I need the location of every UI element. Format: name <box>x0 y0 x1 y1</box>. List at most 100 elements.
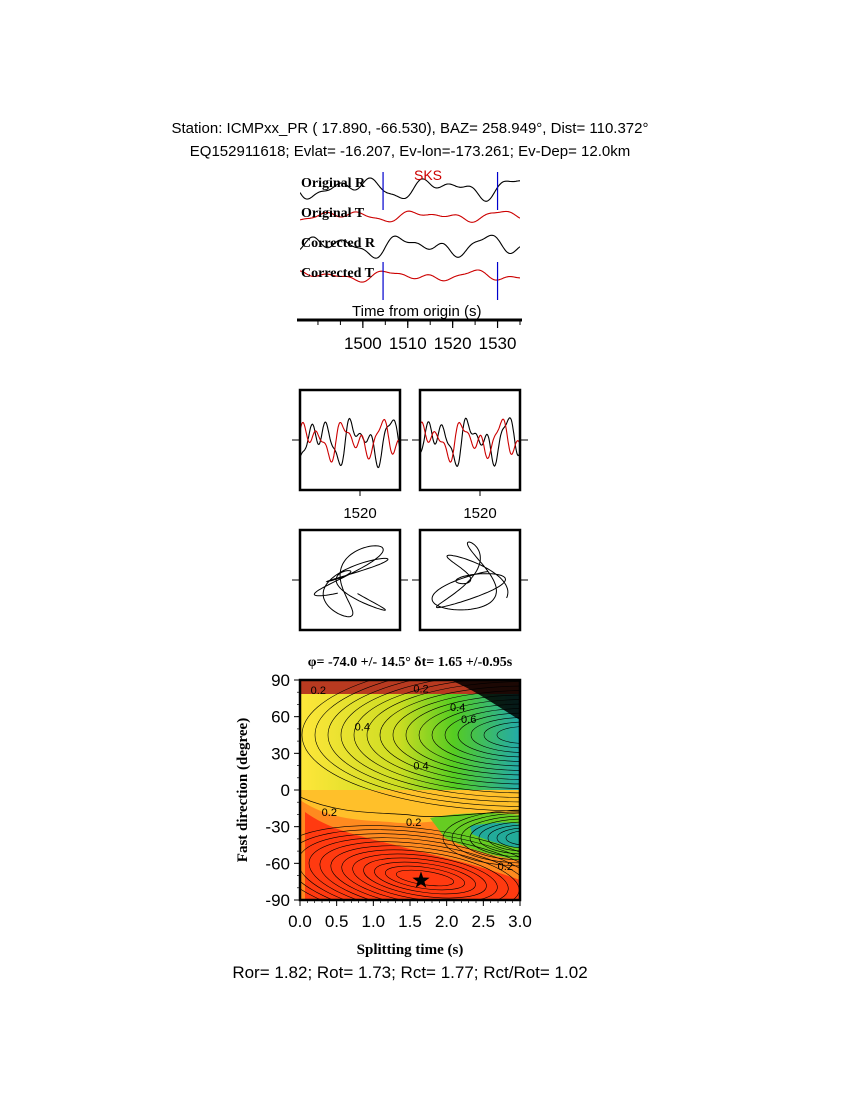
time-tick-label: 1520 <box>434 334 472 353</box>
contour-lower <box>308 837 520 900</box>
waveform-transverse <box>420 418 520 463</box>
contour-lower <box>363 857 487 899</box>
contour-label: 0.2 <box>498 861 513 873</box>
contour-lower <box>319 841 520 900</box>
contour-lower <box>385 865 465 891</box>
contour-label: 0.6 <box>461 714 476 726</box>
contour-lower <box>300 833 520 900</box>
contour-lower <box>374 861 476 895</box>
waveform-panels: 1520 1520 <box>292 388 528 522</box>
splitting-ratio-footer: Ror= 1.82; Rot= 1.73; Rct= 1.77; Rct/Rot… <box>232 963 588 982</box>
contour-label: 0.4 <box>355 721 370 733</box>
header-event-line: EQ152911618; Evlat= -16.207, Ev-lon=-173… <box>189 143 631 160</box>
trace-lines <box>300 177 520 283</box>
contour-label: 0.2 <box>311 685 326 697</box>
contour-upper <box>327 680 520 803</box>
contour-label: 0.4 <box>413 761 428 773</box>
contour-upper <box>366 681 520 789</box>
heatmap-x-axis-label: Splitting time (s) <box>357 942 464 958</box>
heat-x-tick-label: 2.5 <box>472 912 496 931</box>
sks-phase-label: SKS <box>414 167 442 183</box>
waveform-radial <box>300 417 400 469</box>
particle-box-left <box>298 528 402 632</box>
waveform-transverse <box>300 418 400 463</box>
heat-y-tick-label: 30 <box>271 744 290 763</box>
heat-y-tick-label: 0 <box>281 781 290 800</box>
contour-label: 0.2 <box>413 684 428 696</box>
contour-lower <box>341 849 509 900</box>
waveform-left-tick-label: 1520 <box>343 505 376 522</box>
contour-upper <box>431 703 520 767</box>
waveform-box-right <box>418 388 522 492</box>
contour-right <box>478 821 520 855</box>
heat-y-tick-label: 60 <box>271 708 290 727</box>
contour-right <box>487 824 520 852</box>
trace-label-corrected-r: Corrected R <box>301 236 376 251</box>
contour-label: 0.2 <box>406 817 421 829</box>
trace-original-r <box>300 177 520 202</box>
particle-motion-original <box>313 545 389 618</box>
waveform-right-tick-label: 1520 <box>463 505 496 522</box>
heat-y-tick-label: 90 <box>271 671 290 690</box>
time-tick-label: 1500 <box>344 334 382 353</box>
contour-label: 0.2 <box>322 807 337 819</box>
contour-labels: 0.2 0.20.40.60.40.40.20.20.2 <box>311 684 513 873</box>
window-markers <box>382 172 499 300</box>
header-station-line: Station: ICMPxx_PR ( 17.890, -66.530), B… <box>171 120 649 137</box>
contour-upper <box>418 699 520 771</box>
heatmap-red-zone <box>305 812 520 900</box>
trace-corrected-t <box>300 269 520 283</box>
waveform-corrected <box>420 417 520 467</box>
heat-y-tick-label: -60 <box>265 854 290 873</box>
particle-motion-trace <box>431 541 509 611</box>
contour-upper <box>392 690 520 780</box>
waveform-radial <box>420 417 520 467</box>
contour-lower <box>300 825 520 900</box>
contour-right <box>460 815 520 861</box>
contour-upper <box>353 680 520 794</box>
heat-x-tick-label: 3.0 <box>508 912 532 931</box>
contour-divider <box>300 796 520 817</box>
heat-y-tick-label: -90 <box>265 891 290 910</box>
particle-motion-panels <box>292 528 528 632</box>
trace-label-corrected-t: Corrected T <box>301 266 375 281</box>
contour-right <box>505 830 520 846</box>
contour-upper <box>470 717 520 753</box>
best-fit-star <box>412 871 430 888</box>
heat-x-tick-label: 0.0 <box>288 912 312 931</box>
heat-x-tick-label: 2.0 <box>435 912 459 931</box>
best-fit-star-mark <box>412 871 430 888</box>
heatmap-cyan-lobe <box>470 822 520 848</box>
time-axis-ticks: 1500 1510 1520 1530 <box>317 320 521 353</box>
contour-lines <box>300 680 520 900</box>
heatmap-field <box>300 680 520 900</box>
waveform-box-left <box>298 388 402 492</box>
heatmap-axis-ticks: 0.0 0.5 1.0 1.5 2.0 2.5 3.0 90 60 30 0 -30 -60 -90 <box>265 671 531 931</box>
seismogram-panel: Original R Original T Corrected R Correc… <box>297 167 522 353</box>
contour-upper <box>379 685 520 785</box>
contour-upper <box>301 680 520 812</box>
trace-label-original-t: Original T <box>301 206 365 221</box>
contour-right <box>469 818 520 858</box>
waveform-original <box>300 417 400 469</box>
trace-original-t <box>300 210 520 223</box>
particle-motion-corrected <box>431 541 509 611</box>
trace-corrected-r <box>300 234 520 259</box>
contour-upper <box>496 726 520 744</box>
contour-upper <box>340 680 520 798</box>
contour-lower <box>300 829 520 900</box>
heatmap-dark-corner <box>450 680 520 720</box>
particle-motion-trace <box>313 545 389 618</box>
time-tick-label: 1510 <box>389 334 427 353</box>
heat-x-tick-label: 0.5 <box>325 912 349 931</box>
contour-label: 0.4 <box>450 702 465 714</box>
time-axis-label: Time from origin (s) <box>352 303 481 320</box>
heat-x-tick-label: 1.0 <box>362 912 386 931</box>
contour-upper <box>314 680 520 807</box>
contour-right <box>442 809 520 867</box>
heatmap-title: φ= -74.0 +/- 14.5° δt= 1.65 +/-0.95s <box>308 655 513 670</box>
contour-right <box>451 812 520 864</box>
heat-y-tick-label: -30 <box>265 818 290 837</box>
contour-upper <box>405 694 520 776</box>
